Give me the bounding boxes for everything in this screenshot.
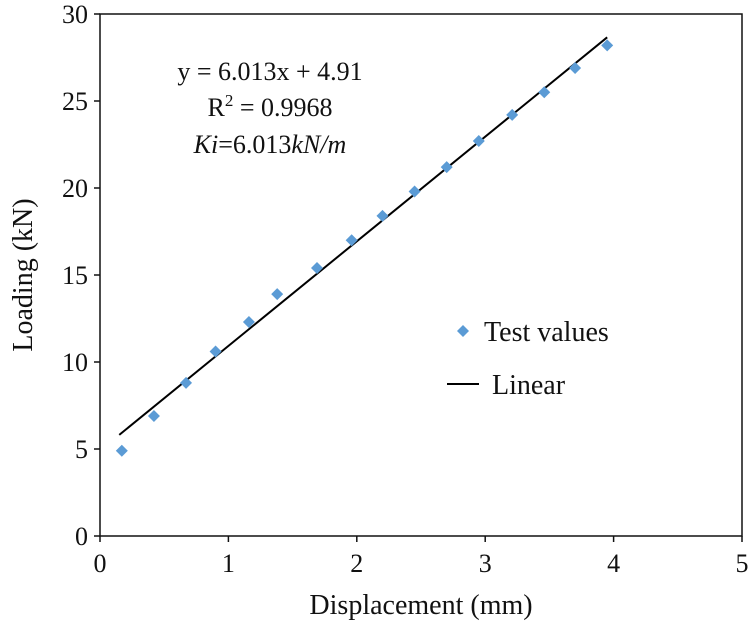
r-squared-prefix: R xyxy=(207,93,225,122)
legend: Test values Linear xyxy=(447,317,609,401)
y-axis: 0 5 10 15 20 25 30 xyxy=(62,0,100,551)
r-squared-value: = 0.9968 xyxy=(233,93,332,122)
x-tick-label: 4 xyxy=(607,549,620,578)
test-value-point xyxy=(472,135,485,148)
x-tick-label: 1 xyxy=(222,549,235,578)
ki-label: Ki xyxy=(193,130,219,159)
legend-label-linear: Linear xyxy=(492,370,566,401)
test-value-point xyxy=(538,86,551,99)
x-tick-label: 5 xyxy=(736,549,749,578)
fit-line-series xyxy=(118,36,608,436)
x-tick-label: 2 xyxy=(350,549,363,578)
x-axis: 0 1 2 3 4 5 xyxy=(94,536,749,578)
test-value-point xyxy=(376,209,389,222)
test-value-point xyxy=(506,108,519,121)
y-tick-label: 20 xyxy=(62,174,88,203)
test-value-point xyxy=(408,185,421,198)
equation-annotation: y = 6.013x + 4.91 xyxy=(177,57,362,86)
ki-annotation: Ki=6.013kN/m xyxy=(193,130,347,159)
test-value-point xyxy=(601,39,614,52)
test-values-series xyxy=(115,39,614,457)
legend-label-test-values: Test values xyxy=(484,317,609,348)
test-value-point xyxy=(209,345,222,358)
legend-diamond-marker xyxy=(457,325,469,337)
test-value-point xyxy=(345,234,358,247)
test-value-point xyxy=(569,61,582,74)
ki-value: =6.013 xyxy=(218,130,291,159)
ki-unit: kN/m xyxy=(291,130,346,159)
y-tick-label: 30 xyxy=(62,0,88,29)
linear-fit-line xyxy=(118,36,608,436)
r-squared-superscript: 2 xyxy=(225,91,234,110)
r-squared-annotation: R2 = 0.9968 xyxy=(207,91,332,122)
y-tick-label: 15 xyxy=(62,261,88,290)
x-axis-title: Displacement (mm) xyxy=(309,590,532,621)
test-value-point xyxy=(147,409,160,422)
test-value-point xyxy=(310,262,323,275)
y-tick-label: 25 xyxy=(62,87,88,116)
test-value-point xyxy=(242,315,255,328)
y-tick-label: 0 xyxy=(75,522,88,551)
test-value-point xyxy=(115,444,128,457)
plot-area-border xyxy=(99,13,743,537)
x-tick-label: 3 xyxy=(479,549,492,578)
test-value-point xyxy=(271,288,284,301)
x-tick-label: 0 xyxy=(94,549,107,578)
test-value-point xyxy=(180,376,193,389)
y-tick-label: 5 xyxy=(75,435,88,464)
y-axis-title: Loading (kN) xyxy=(8,198,39,351)
y-tick-label: 10 xyxy=(62,348,88,377)
test-value-point xyxy=(440,161,453,174)
